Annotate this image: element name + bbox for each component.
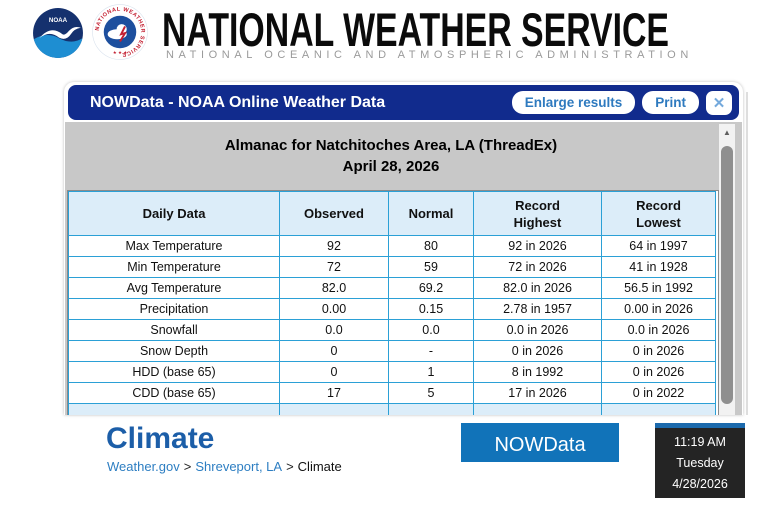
enlarge-results-button[interactable]: Enlarge results (511, 91, 636, 114)
breadcrumb-current: Climate (297, 459, 342, 474)
almanac-title: Almanac for Natchitoches Area, LA (Threa… (65, 135, 717, 177)
almanac-table: Daily Data Observed Normal Record Highes… (68, 191, 716, 415)
table-partial-row (68, 403, 716, 415)
col-normal: Normal (388, 191, 474, 236)
clock-time: 11:19 AM (674, 435, 726, 449)
breadcrumb-link-weather-gov[interactable]: Weather.gov (107, 459, 180, 474)
table-row: CDD (base 65) 17 5 17 in 2026 0 in 2022 (68, 382, 716, 404)
table-row: Snow Depth 0 - 0 in 2026 0 in 2026 (68, 340, 716, 362)
modal-titlebar-buttons: Enlarge results Print ✕ (511, 90, 732, 115)
table-row: Max Temperature 92 80 92 in 2026 64 in 1… (68, 235, 716, 257)
col-daily-data: Daily Data (68, 191, 280, 236)
scroll-up-icon[interactable]: ▲ (723, 128, 731, 137)
modal-body: Almanac for Natchitoches Area, LA (Threa… (65, 122, 742, 415)
modal-title: NOWData - NOAA Online Weather Data (90, 93, 386, 111)
site-subtitle: NATIONAL OCEANIC AND ATMOSPHERIC ADMINIS… (166, 49, 693, 61)
site-title: NATIONAL WEATHER SERVICE (162, 3, 670, 56)
nowdata-modal: NOWData - NOAA Online Weather Data Enlar… (64, 82, 743, 415)
table-row: HDD (base 65) 0 1 8 in 1992 0 in 2026 (68, 361, 716, 383)
noaa-logo-text: NOAA (49, 17, 68, 24)
col-record-lowest: Record Lowest (601, 191, 716, 236)
vertical-scrollbar[interactable]: ▲ (719, 124, 735, 415)
nowdata-tab[interactable]: NOWData (461, 423, 619, 462)
page-title: Climate (106, 422, 215, 455)
breadcrumb-separator: > (286, 459, 294, 474)
close-icon: ✕ (712, 94, 726, 112)
clock-date: 4/28/2026 (672, 477, 728, 491)
table-row: Precipitation 0.00 0.15 2.78 in 1957 0.0… (68, 298, 716, 320)
table-row: Snowfall 0.0 0.0 0.0 in 2026 0.0 in 2026 (68, 319, 716, 341)
col-observed: Observed (279, 191, 389, 236)
table-row: Avg Temperature 82.0 69.2 82.0 in 2026 5… (68, 277, 716, 299)
noaa-logo-icon: NOAA (33, 8, 83, 58)
clock-day: Tuesday (676, 456, 724, 470)
nws-logo-icon: NATIONAL WEATHER SERVICE ★ ★ ★ (92, 4, 148, 60)
modal-titlebar: NOWData - NOAA Online Weather Data Enlar… (68, 85, 739, 120)
nws-ring-stars: ★ ★ ★ (113, 50, 128, 55)
breadcrumb-separator: > (183, 459, 192, 474)
table-row: Min Temperature 72 59 72 in 2026 41 in 1… (68, 256, 716, 278)
table-header-row: Daily Data Observed Normal Record Highes… (68, 191, 716, 236)
col-record-highest: Record Highest (473, 191, 602, 236)
page-edge-line (746, 92, 748, 415)
breadcrumb: Weather.gov > Shreveport, LA > Climate (107, 459, 342, 474)
breadcrumb-link-shreveport[interactable]: Shreveport, LA (195, 459, 283, 474)
almanac-table-frame: Daily Data Observed Normal Record Highes… (67, 190, 719, 415)
close-button[interactable]: ✕ (706, 90, 732, 115)
scrollbar-thumb[interactable] (721, 146, 733, 404)
almanac-title-line1: Almanac for Natchitoches Area, LA (Threa… (224, 137, 558, 154)
almanac-title-line2: April 28, 2026 (342, 158, 440, 175)
taskbar-clock[interactable]: 11:19 AM Tuesday 4/28/2026 (655, 423, 745, 498)
print-button[interactable]: Print (642, 91, 699, 114)
